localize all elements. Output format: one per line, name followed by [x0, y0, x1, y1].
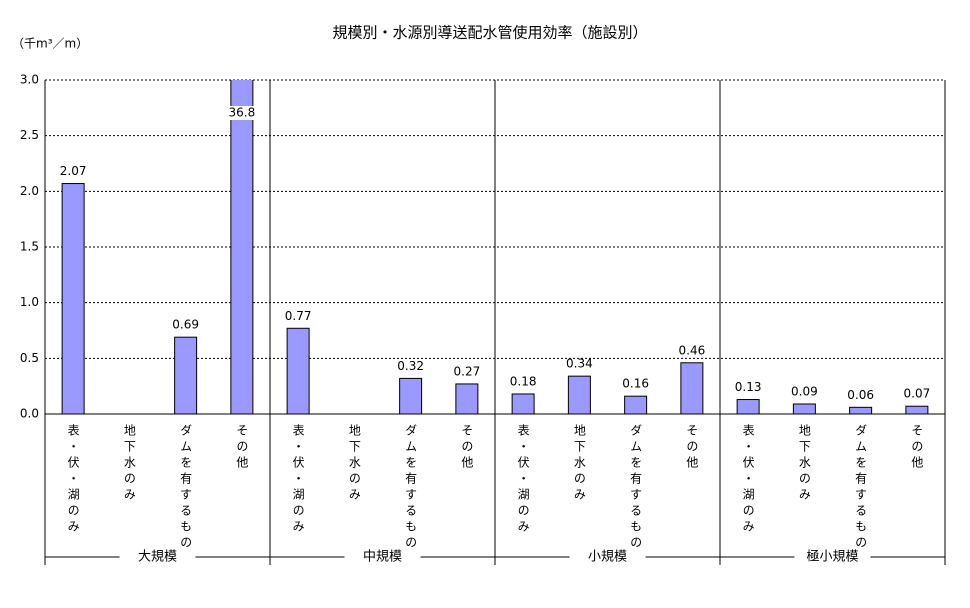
- x-tick-label: その他: [460, 424, 474, 472]
- value-label: 0.06: [847, 388, 874, 402]
- bar: [61, 183, 85, 414]
- value-label: 0.16: [622, 377, 649, 391]
- bar: [230, 80, 254, 414]
- y-tick-label: 1.5: [20, 240, 39, 254]
- bar: [455, 383, 479, 414]
- x-tick-label: その他: [910, 424, 924, 472]
- y-tick-label: 0.0: [20, 407, 39, 421]
- x-tick-label: その他: [685, 424, 699, 472]
- x-tick-label: 表・伏・湖のみ: [291, 424, 305, 536]
- value-label: 0.46: [679, 343, 706, 357]
- value-label: 0.69: [172, 318, 199, 332]
- bar: [905, 405, 929, 414]
- x-tick-label: 表・伏・湖のみ: [66, 424, 80, 536]
- value-label: 2.07: [60, 164, 87, 178]
- bar: [174, 336, 198, 414]
- bar: [792, 403, 816, 414]
- y-tick-label: 2.0: [20, 184, 39, 198]
- bar: [567, 375, 591, 414]
- x-tick-label: 地下水のみ: [347, 424, 361, 504]
- y-tick-label: 2.5: [20, 128, 39, 142]
- bar: [624, 395, 648, 414]
- bar: [849, 406, 873, 414]
- x-tick-label: その他: [235, 424, 249, 472]
- bar: [399, 377, 423, 414]
- value-label: 0.09: [791, 384, 818, 398]
- x-tick-label: ダムを有するもの: [404, 424, 418, 552]
- value-label: 0.77: [285, 309, 312, 323]
- bar: [736, 399, 760, 414]
- group-label: 中規模: [363, 550, 402, 565]
- group-label-bg: [569, 549, 646, 565]
- group-label: 極小規模: [806, 549, 858, 565]
- x-tick-label: ダムを有するもの: [179, 424, 193, 552]
- plot-area: [61, 80, 929, 414]
- group-label: 大規模: [138, 550, 177, 565]
- y-tick-label: 1.0: [20, 295, 39, 309]
- group-label-bg: [344, 549, 421, 565]
- value-label: 0.18: [510, 374, 537, 388]
- x-tick-label: 表・伏・湖のみ: [516, 424, 530, 536]
- value-label-bg: [227, 106, 256, 120]
- x-tick-label: ダムを有するもの: [854, 424, 868, 552]
- y-tick-label: 0.5: [20, 351, 39, 365]
- bar: [511, 393, 535, 414]
- x-tick-label: 表・伏・湖のみ: [741, 424, 755, 536]
- group-label-bg: [794, 549, 871, 565]
- value-label: 0.27: [454, 364, 481, 378]
- chart-title: 規模別・水源別導送配水管使用効率（施設別）: [332, 24, 647, 42]
- value-label: 0.34: [566, 357, 593, 371]
- group-label-bg: [119, 549, 196, 565]
- group-label: 小規模: [588, 550, 627, 565]
- y-tick-label: 3.0: [20, 73, 39, 87]
- value-label: 0.32: [397, 359, 424, 373]
- bar: [680, 362, 704, 414]
- x-tick-label: 地下水のみ: [122, 424, 136, 504]
- x-tick-label: 地下水のみ: [572, 424, 586, 504]
- y-axis-unit: （千m³／m）: [12, 37, 88, 51]
- value-label: 36.8: [229, 106, 256, 120]
- x-tick-label: 地下水のみ: [797, 424, 811, 504]
- bar: [286, 327, 310, 414]
- value-label: 0.13: [735, 380, 762, 394]
- x-tick-label: ダムを有するもの: [629, 424, 643, 552]
- value-label: 0.07: [904, 387, 931, 401]
